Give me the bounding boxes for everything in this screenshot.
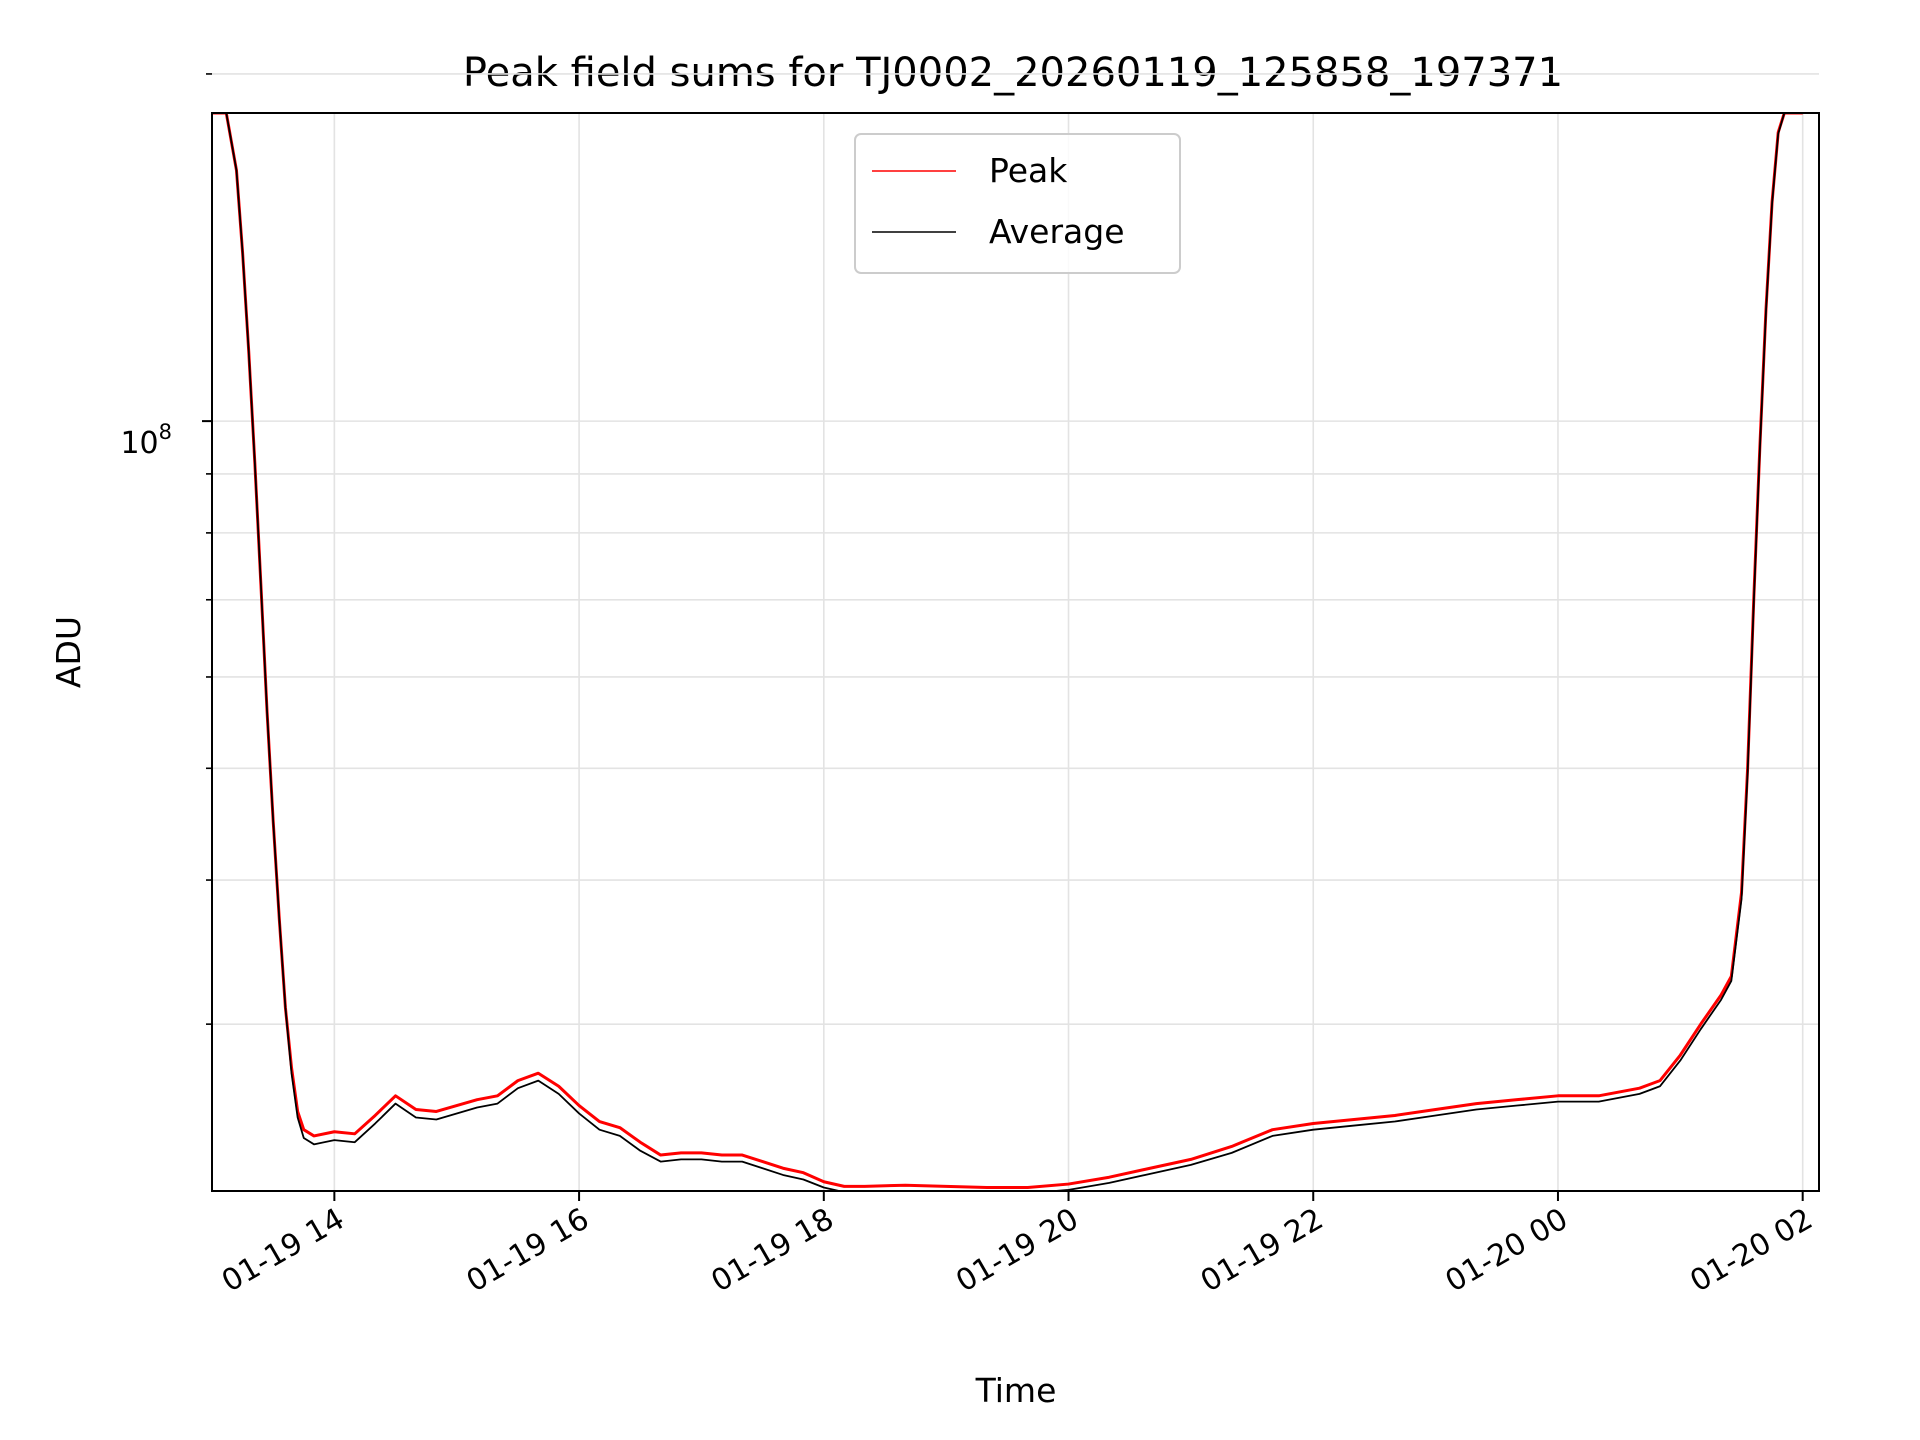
y-tick-label-major: 108 (120, 420, 172, 461)
series-layer (212, 113, 1803, 1191)
y-axis-ticks: 108 (120, 73, 212, 1025)
chart-title: Peak field sums for TJ0002_20260119_1258… (463, 50, 1563, 96)
legend-label-average: Average (989, 212, 1125, 251)
legend: Peak Average (854, 133, 1181, 274)
y-axis-label: ADU (49, 616, 88, 688)
grid-lines (212, 73, 1819, 1191)
x-axis-label: Time (975, 1371, 1057, 1410)
y-tick-base: 10 (120, 426, 158, 461)
plot-frame (211, 112, 1820, 1192)
y-tick-exponent: 8 (159, 420, 172, 444)
series-line-peak (212, 113, 1803, 1190)
legend-label-peak: Peak (989, 151, 1068, 190)
legend-box (854, 133, 1181, 274)
series-line-average (212, 113, 1803, 1191)
